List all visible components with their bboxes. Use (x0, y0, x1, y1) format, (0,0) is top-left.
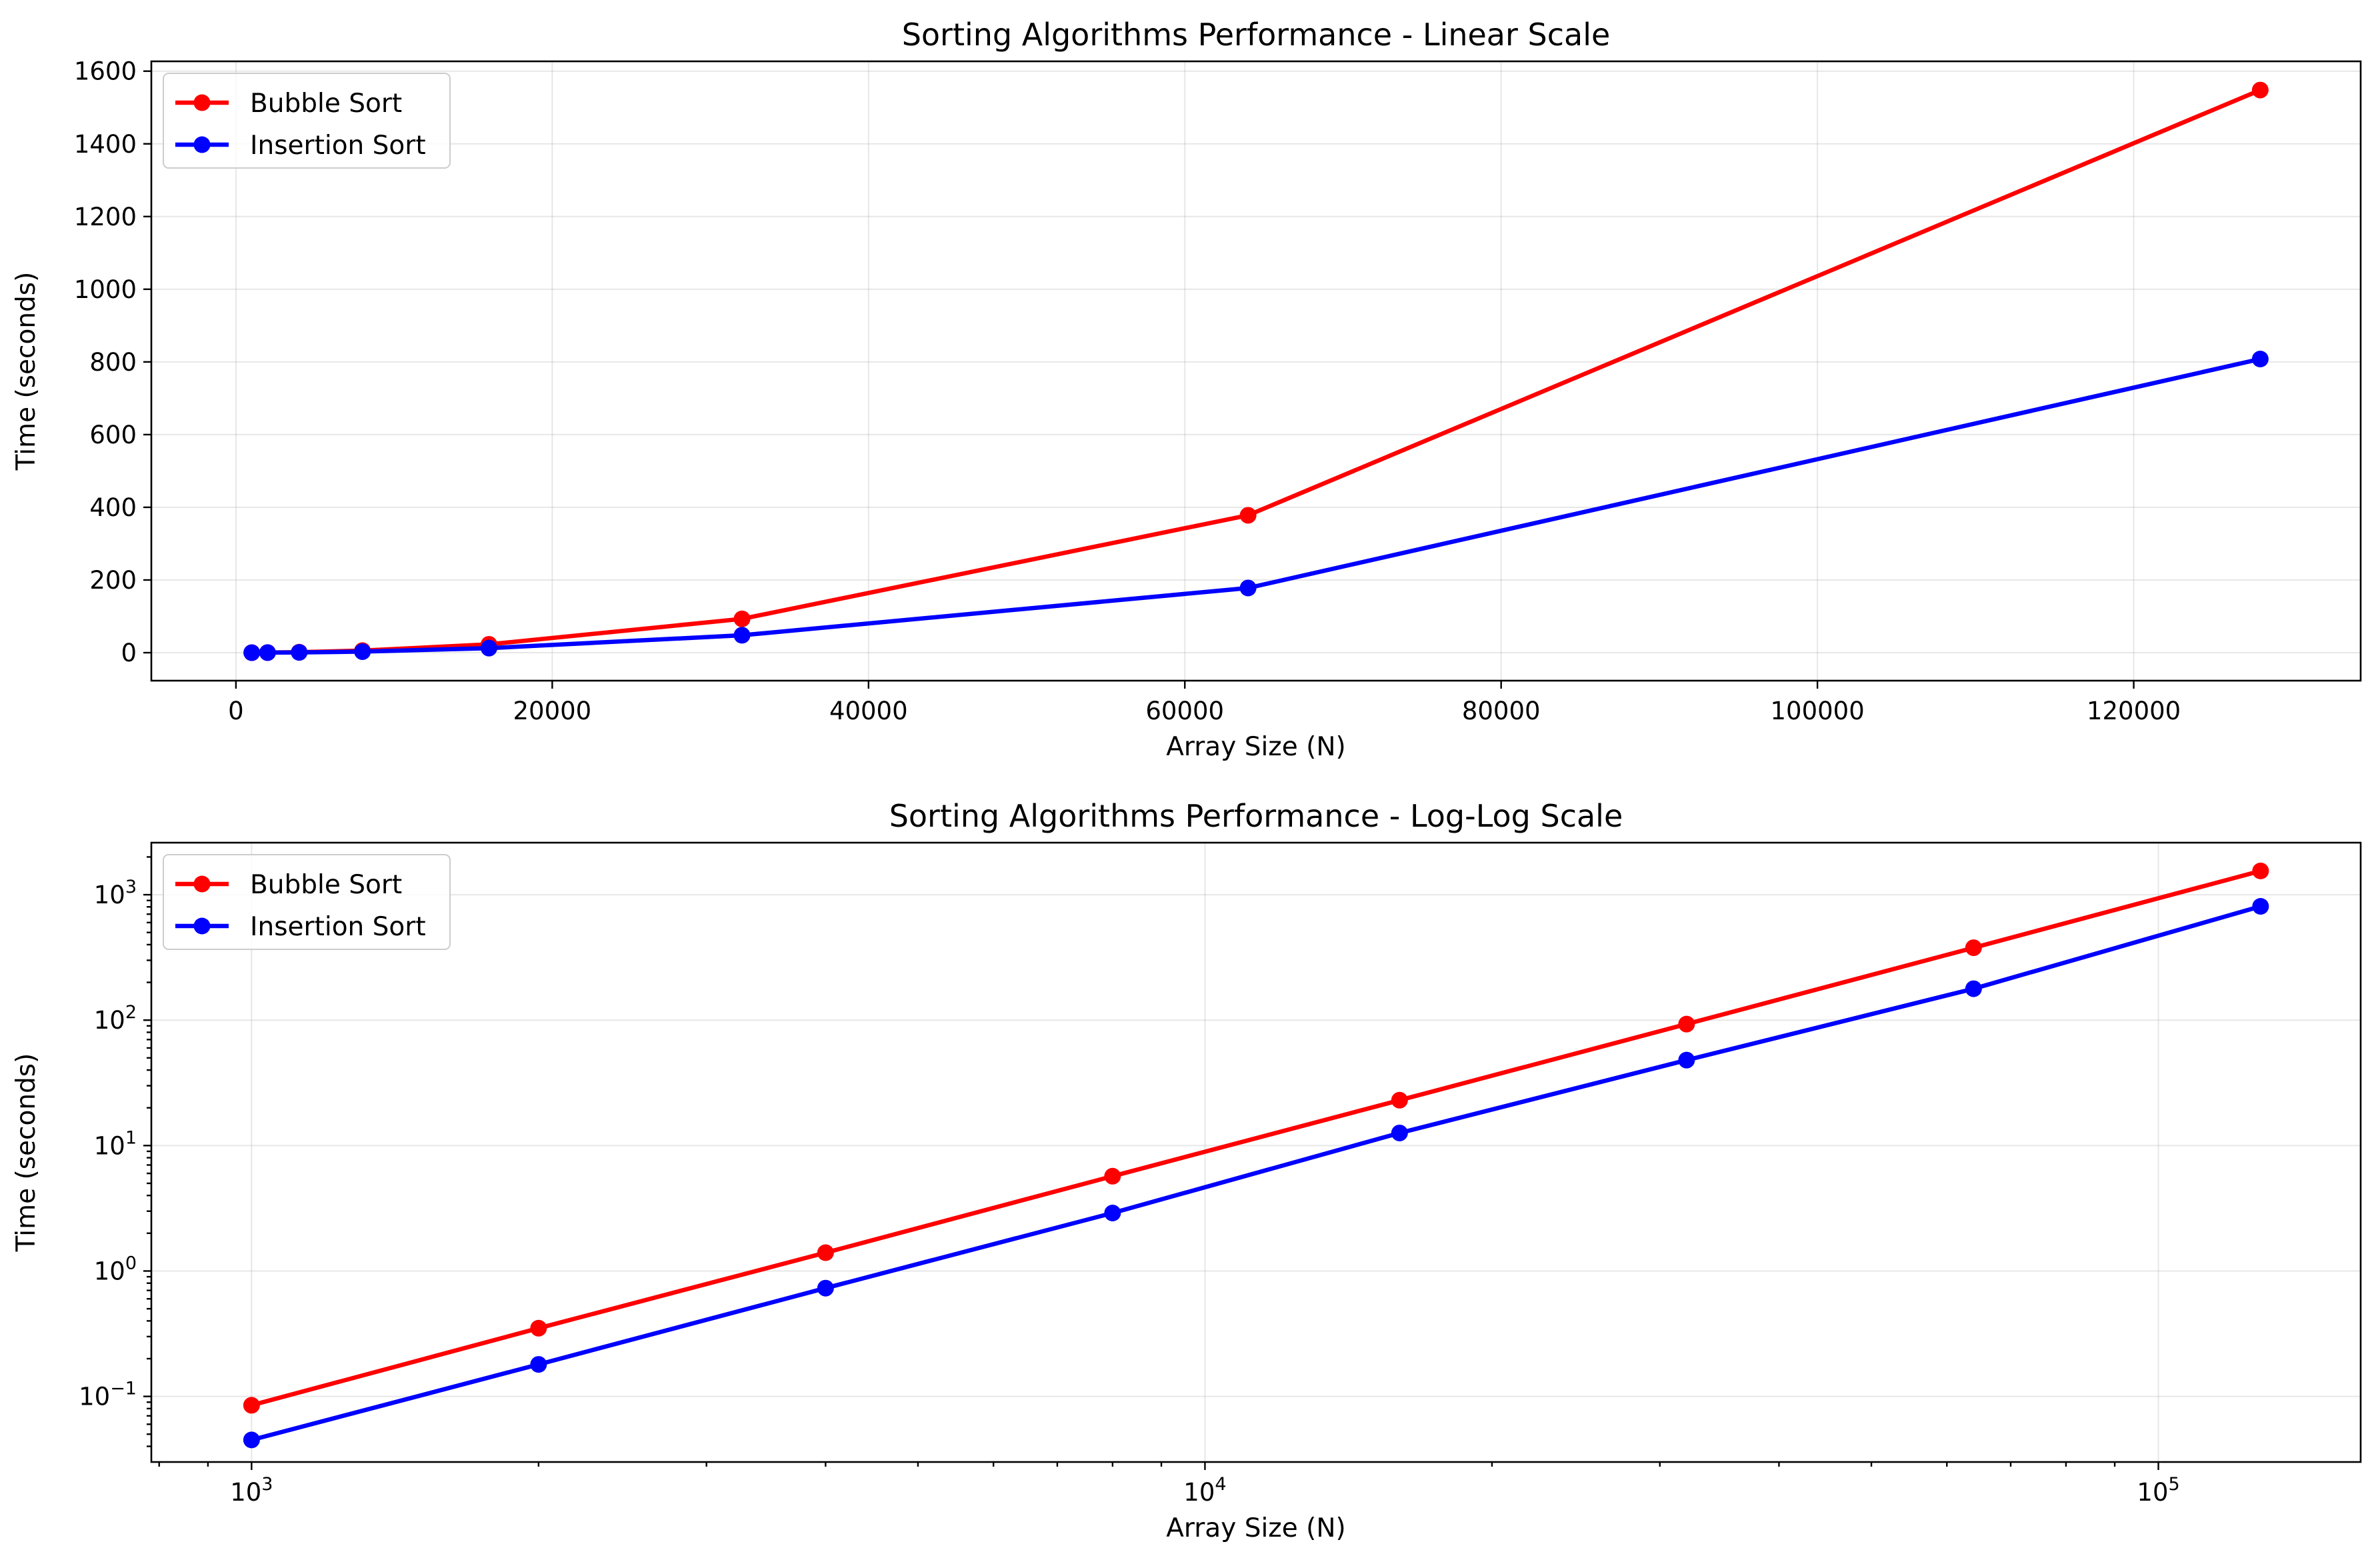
data-point-bubble-sort (2251, 81, 2269, 99)
data-point-bubble-sort (1965, 939, 1982, 957)
data-point-insertion-sort (1239, 579, 1257, 597)
data-point-bubble-sort (530, 1319, 547, 1337)
x-tick-label: 100000 (1771, 697, 1865, 725)
data-point-insertion-sort (2251, 351, 2269, 368)
data-point-insertion-sort (1678, 1051, 1695, 1069)
data-point-insertion-sort (1104, 1204, 1121, 1221)
axes-frame (150, 60, 2362, 682)
data-point-insertion-sort (530, 1356, 547, 1373)
data-point-bubble-sort (1239, 507, 1257, 524)
data-point-bubble-sort (1678, 1015, 1695, 1033)
x-tick-label: 104 (1183, 1474, 1226, 1507)
y-tick-label: 200 (89, 566, 137, 595)
y-tick-label: 600 (89, 421, 137, 449)
x-tick-label: 60000 (1145, 697, 1224, 725)
x-tick-label: 105 (2137, 1474, 2179, 1507)
y-axis-label: Time (seconds) (11, 1053, 41, 1253)
y-tick-label: 1400 (74, 130, 137, 159)
legend-label-bubble-sort: Bubble Sort (250, 870, 402, 900)
data-point-bubble-sort (1104, 1167, 1121, 1185)
y-tick-label: 103 (94, 877, 137, 909)
chart-panel-1: 0 20000 40000 60000 80000 100000 120000 0 200 400… (11, 17, 2362, 762)
y-tick-label: 101 (94, 1127, 137, 1160)
chart-title: Sorting Algorithms Performance - Linear … (902, 17, 1611, 53)
legend-box (163, 854, 451, 950)
chart-title: Sorting Algorithms Performance - Log-Log… (889, 798, 1623, 834)
data-point-insertion-sort (480, 639, 497, 657)
data-point-insertion-sort (259, 644, 276, 661)
x-tick-label: 120000 (2087, 697, 2181, 725)
data-point-bubble-sort (2252, 862, 2269, 879)
y-tick-label: 102 (94, 1002, 137, 1035)
series-line-insertion-sort (249, 904, 2263, 1443)
data-point-insertion-sort (1965, 980, 1982, 997)
data-point-insertion-sort (733, 627, 751, 644)
y-tick-label: 400 (89, 493, 137, 522)
x-tick-label: 80000 (1462, 697, 1541, 725)
series-line-bubble-sort (249, 869, 2263, 1408)
data-point-insertion-sort (2252, 897, 2269, 915)
y-tick-label: 100 (94, 1253, 137, 1285)
y-axis-label: Time (seconds) (11, 272, 41, 471)
data-point-bubble-sort (1391, 1091, 1408, 1109)
x-axis-label: Array Size (N) (1166, 732, 1346, 762)
data-point-insertion-sort (243, 644, 261, 661)
y-tick-label: 1600 (74, 57, 137, 86)
data-point-insertion-sort (243, 1431, 260, 1449)
chart-panel-2: 103 104 105 10−1 100 101 102 103 Sorting Algorit… (11, 798, 2362, 1543)
legend-box (163, 73, 451, 169)
x-tick-label: 40000 (829, 697, 908, 725)
data-point-bubble-sort (243, 1397, 260, 1414)
y-tick-label: 1200 (74, 203, 137, 231)
data-point-bubble-sort (733, 610, 751, 627)
x-tick-label: 20000 (513, 697, 592, 725)
legend-marker-bubble-sort (193, 875, 211, 893)
y-tick-label: 1000 (74, 275, 137, 304)
data-point-insertion-sort (1391, 1124, 1408, 1141)
legend-label-bubble-sort: Bubble Sort (250, 89, 402, 119)
data-point-insertion-sort (291, 644, 308, 661)
legend-marker-bubble-sort (193, 94, 211, 111)
y-tick-label: 10−1 (79, 1379, 137, 1411)
data-point-bubble-sort (817, 1244, 834, 1261)
legend-label-insertion-sort: Insertion Sort (250, 131, 426, 161)
legend-marker-insertion-sort (193, 136, 211, 153)
x-tick-label: 0 (228, 697, 244, 725)
x-tick-label: 103 (230, 1474, 273, 1507)
x-axis-label: Array Size (N) (1166, 1513, 1346, 1543)
axes-frame (150, 841, 2362, 1463)
data-point-insertion-sort (817, 1279, 834, 1297)
y-tick-label: 800 (89, 348, 137, 377)
legend-marker-insertion-sort (193, 917, 211, 935)
data-point-insertion-sort (354, 643, 371, 660)
legend-label-insertion-sort: Insertion Sort (250, 912, 426, 942)
y-tick-label: 0 (121, 639, 137, 667)
